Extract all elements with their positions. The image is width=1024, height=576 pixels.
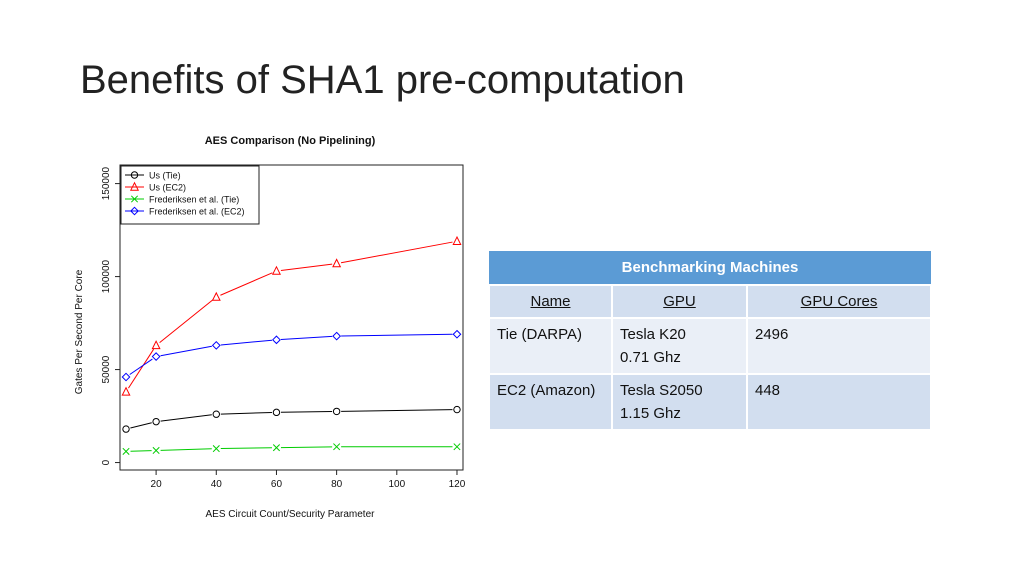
y-tick-label: 0 — [101, 459, 112, 465]
series-line-segment — [129, 358, 153, 375]
series-line-segment — [280, 263, 333, 271]
x-tick-label: 120 — [449, 479, 466, 490]
series-line-segment — [160, 414, 212, 422]
series-line-segment — [220, 339, 273, 346]
x-tick-label: 80 — [331, 479, 343, 490]
data-point — [452, 235, 462, 245]
gpu-clock: 1.15 Ghz — [620, 405, 681, 422]
cell-gpu: Tesla S2050 1.15 Ghz — [611, 373, 748, 431]
aes-comparison-chart: AES Comparison (No Pipelining) AES Circu… — [74, 135, 466, 520]
gpu-clock: 0.71 Ghz — [620, 349, 681, 366]
data-point — [151, 352, 161, 361]
y-tick-label: 100000 — [101, 259, 112, 293]
y-axis-label: Gates Per Second Per Core — [74, 269, 85, 394]
gpu-model: Tesla K20 — [620, 326, 686, 343]
data-point — [129, 181, 140, 191]
data-point — [453, 443, 461, 451]
x-tick-label: 40 — [211, 479, 223, 490]
axes: 20 40 60 80 100 120 0 50000 100000 150000 — [101, 166, 466, 490]
data-point — [152, 446, 160, 455]
series-line-segment — [341, 333, 453, 337]
data-point — [121, 372, 131, 382]
series-line-segment — [341, 409, 453, 412]
data-point — [332, 407, 341, 416]
col-header-name: Name — [488, 284, 613, 319]
cell-gpu: Tesla K20 0.71 Ghz — [611, 317, 748, 375]
legend-entry: Frederiksen et al. (EC2) — [149, 207, 245, 217]
series-layer — [121, 235, 462, 455]
table-row: Tie (DARPA) Tesla K20 0.71 Ghz 2496 — [488, 317, 932, 375]
data-point — [152, 417, 160, 426]
data-point — [272, 335, 281, 345]
series-line-segment — [220, 272, 273, 296]
plot-frame — [119, 164, 464, 471]
series-line-segment — [280, 335, 333, 341]
data-point — [211, 340, 221, 350]
x-axis-label: AES Circuit Count/Security Parameter — [206, 509, 376, 520]
data-point — [122, 447, 130, 455]
legend-entry: Us (EC2) — [149, 183, 186, 193]
series-line-segment — [159, 299, 214, 343]
series-line-segment — [280, 446, 333, 449]
legend-entry: Us (Tie) — [149, 171, 181, 181]
chart-title: AES Comparison (No Pipelining) — [205, 135, 376, 147]
gpu-model: Tesla S2050 — [620, 382, 703, 399]
legend: Us (Tie) Us (EC2) Frederiksen et al. (Tie)… — [120, 165, 260, 225]
data-point — [333, 443, 341, 451]
data-point — [212, 445, 220, 453]
x-tick-label: 60 — [271, 479, 283, 490]
data-point — [452, 329, 462, 339]
series-line-segment — [280, 410, 333, 413]
data-point — [130, 206, 139, 216]
data-point — [272, 444, 281, 452]
benchmarking-table: Benchmarking Machines Name GPU GPU Cores… — [488, 251, 932, 431]
legend-entry: Frederiksen et al. (Tie) — [149, 195, 239, 205]
data-point — [130, 171, 139, 179]
series-line-segment — [160, 345, 212, 357]
data-point — [130, 195, 139, 203]
data-point — [271, 265, 281, 275]
data-point — [272, 408, 281, 417]
data-point — [121, 386, 131, 396]
data-point — [151, 340, 161, 350]
col-header-gpu: GPU — [611, 284, 748, 319]
y-tick-label: 150000 — [101, 166, 112, 200]
y-tick-label: 50000 — [101, 355, 112, 383]
series-line-segment — [220, 411, 272, 415]
series — [121, 329, 462, 382]
series — [122, 405, 461, 433]
series — [122, 443, 461, 455]
data-point — [453, 405, 461, 414]
x-tick-label: 100 — [388, 479, 405, 490]
series-line-segment — [130, 450, 152, 452]
series-line-segment — [340, 241, 453, 264]
cell-name: EC2 (Amazon) — [488, 373, 613, 431]
data-point — [332, 258, 342, 268]
data-point — [332, 331, 342, 341]
legend-box — [120, 165, 260, 225]
data-point — [211, 291, 221, 301]
cell-cores: 448 — [746, 373, 932, 431]
data-point — [122, 425, 130, 433]
x-tick-label: 20 — [151, 479, 163, 490]
data-point — [212, 410, 220, 418]
series — [121, 235, 462, 396]
table-row: EC2 (Amazon) Tesla S2050 1.15 Ghz 448 — [488, 373, 932, 431]
series-line-segment — [130, 422, 152, 429]
table-caption: Benchmarking Machines — [489, 251, 931, 286]
series-line-segment — [160, 448, 212, 451]
cell-name: Tie (DARPA) — [488, 317, 613, 375]
slide-title: Benefits of SHA1 pre-computation — [80, 58, 685, 102]
cell-cores: 2496 — [746, 317, 932, 375]
series-line-segment — [220, 447, 272, 450]
series-line-segment — [128, 348, 155, 389]
col-header-gpu-cores: GPU Cores — [746, 284, 932, 319]
